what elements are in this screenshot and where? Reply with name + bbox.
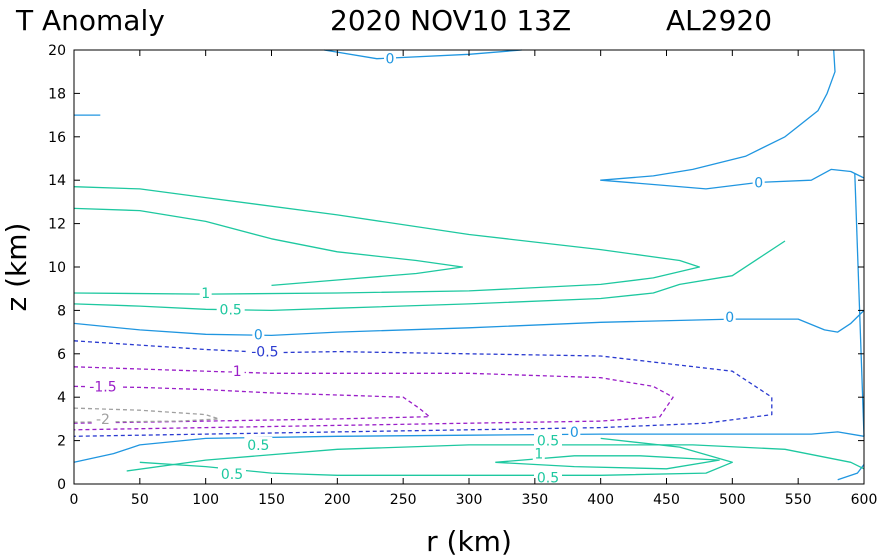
y-tick-label: 6 xyxy=(57,347,66,363)
contour-label-background xyxy=(534,469,562,486)
contour-label: 0.5 xyxy=(220,302,242,318)
x-tick-label: 300 xyxy=(456,492,483,508)
contour-label-background xyxy=(92,410,113,427)
contour-label-background xyxy=(224,363,245,380)
y-tick-label: 8 xyxy=(57,303,66,319)
x-tick-label: 600 xyxy=(851,492,878,508)
chart-title-datetime: 2020 NOV10 13Z xyxy=(330,4,571,37)
contour-label-background xyxy=(252,326,265,343)
contour-label: 0.5 xyxy=(247,438,269,454)
contour-label-background xyxy=(246,343,283,360)
contour-label: 0.5 xyxy=(537,434,559,450)
contour-label: 0 xyxy=(570,425,579,441)
y-tick-label: 20 xyxy=(48,43,66,59)
contour-line-level-neg0p5 xyxy=(73,340,773,437)
y-tick-label: 4 xyxy=(57,390,66,406)
contour-line-level-1 xyxy=(495,455,720,470)
contour-label-background xyxy=(384,50,396,67)
contour-label: 0 xyxy=(725,310,734,326)
contour-line-level-0 xyxy=(854,173,865,437)
y-tick-label: 0 xyxy=(57,477,66,493)
contour-line-level-0 xyxy=(73,309,865,337)
x-tick-label: 100 xyxy=(192,492,219,508)
x-axis-label: r (km) xyxy=(426,525,512,558)
contour-label: 1 xyxy=(201,286,210,302)
contour-label-background xyxy=(568,423,581,440)
x-tick-label: 350 xyxy=(521,492,548,508)
contour-line-level-0 xyxy=(324,49,522,60)
contour-label-background xyxy=(218,466,246,483)
contour-label: -0.5 xyxy=(251,345,278,361)
chart-title-variable: T Anomaly xyxy=(15,4,165,37)
contour-line-level-0p5 xyxy=(73,240,786,312)
contour-line-level-0 xyxy=(600,49,865,190)
x-tick-label: 500 xyxy=(719,492,746,508)
contour-label: -1 xyxy=(228,364,242,380)
x-tick-label: 150 xyxy=(258,492,285,508)
x-tick-label: 450 xyxy=(653,492,680,508)
contour-label-background xyxy=(84,378,121,395)
contour-label: -2 xyxy=(96,412,110,428)
x-axis-ticks: 0 50 100 150 200 250 300 350 400 450 500 550 600 xyxy=(70,50,878,508)
contour-label-background xyxy=(216,301,245,318)
contour-label: -1.5 xyxy=(89,379,116,395)
contour-label: 1 xyxy=(534,447,543,463)
contour-line-level-0p5 xyxy=(126,444,865,472)
y-tick-label: 10 xyxy=(48,260,66,276)
contour-label-background xyxy=(723,308,736,325)
contour-label: 0 xyxy=(254,327,263,343)
y-tick-label: 18 xyxy=(48,86,66,102)
contour-label-background xyxy=(199,285,212,302)
contour-label-background xyxy=(534,432,562,449)
contour-label: 0.5 xyxy=(537,470,559,486)
y-tick-label: 14 xyxy=(48,173,66,189)
y-tick-label: 2 xyxy=(57,434,66,450)
x-tick-label: 400 xyxy=(587,492,614,508)
y-axis-label: z (km) xyxy=(0,223,33,312)
contour-label: 0.5 xyxy=(221,467,243,483)
contour-line-level-1 xyxy=(73,186,701,295)
chart-title-storm-id: AL2920 xyxy=(666,4,772,37)
contour-label-background xyxy=(244,436,273,453)
x-tick-label: 50 xyxy=(131,492,149,508)
contour-lines xyxy=(73,49,865,481)
contour-line-level-1 xyxy=(73,207,464,287)
contour-label-background xyxy=(532,445,545,462)
contour-line-level-neg1 xyxy=(73,366,674,431)
contour-label-background xyxy=(752,174,765,191)
x-tick-label: 0 xyxy=(70,492,79,508)
contour-line-level-0 xyxy=(73,431,865,463)
y-tick-label: 16 xyxy=(48,130,66,146)
contour-label: 0 xyxy=(754,175,763,191)
x-tick-label: 250 xyxy=(390,492,417,508)
contour-label: 0 xyxy=(386,52,395,68)
x-tick-label: 200 xyxy=(324,492,351,508)
contour-line-level-neg1p5 xyxy=(73,385,431,424)
x-tick-label: 550 xyxy=(785,492,812,508)
y-tick-label: 12 xyxy=(48,217,66,233)
